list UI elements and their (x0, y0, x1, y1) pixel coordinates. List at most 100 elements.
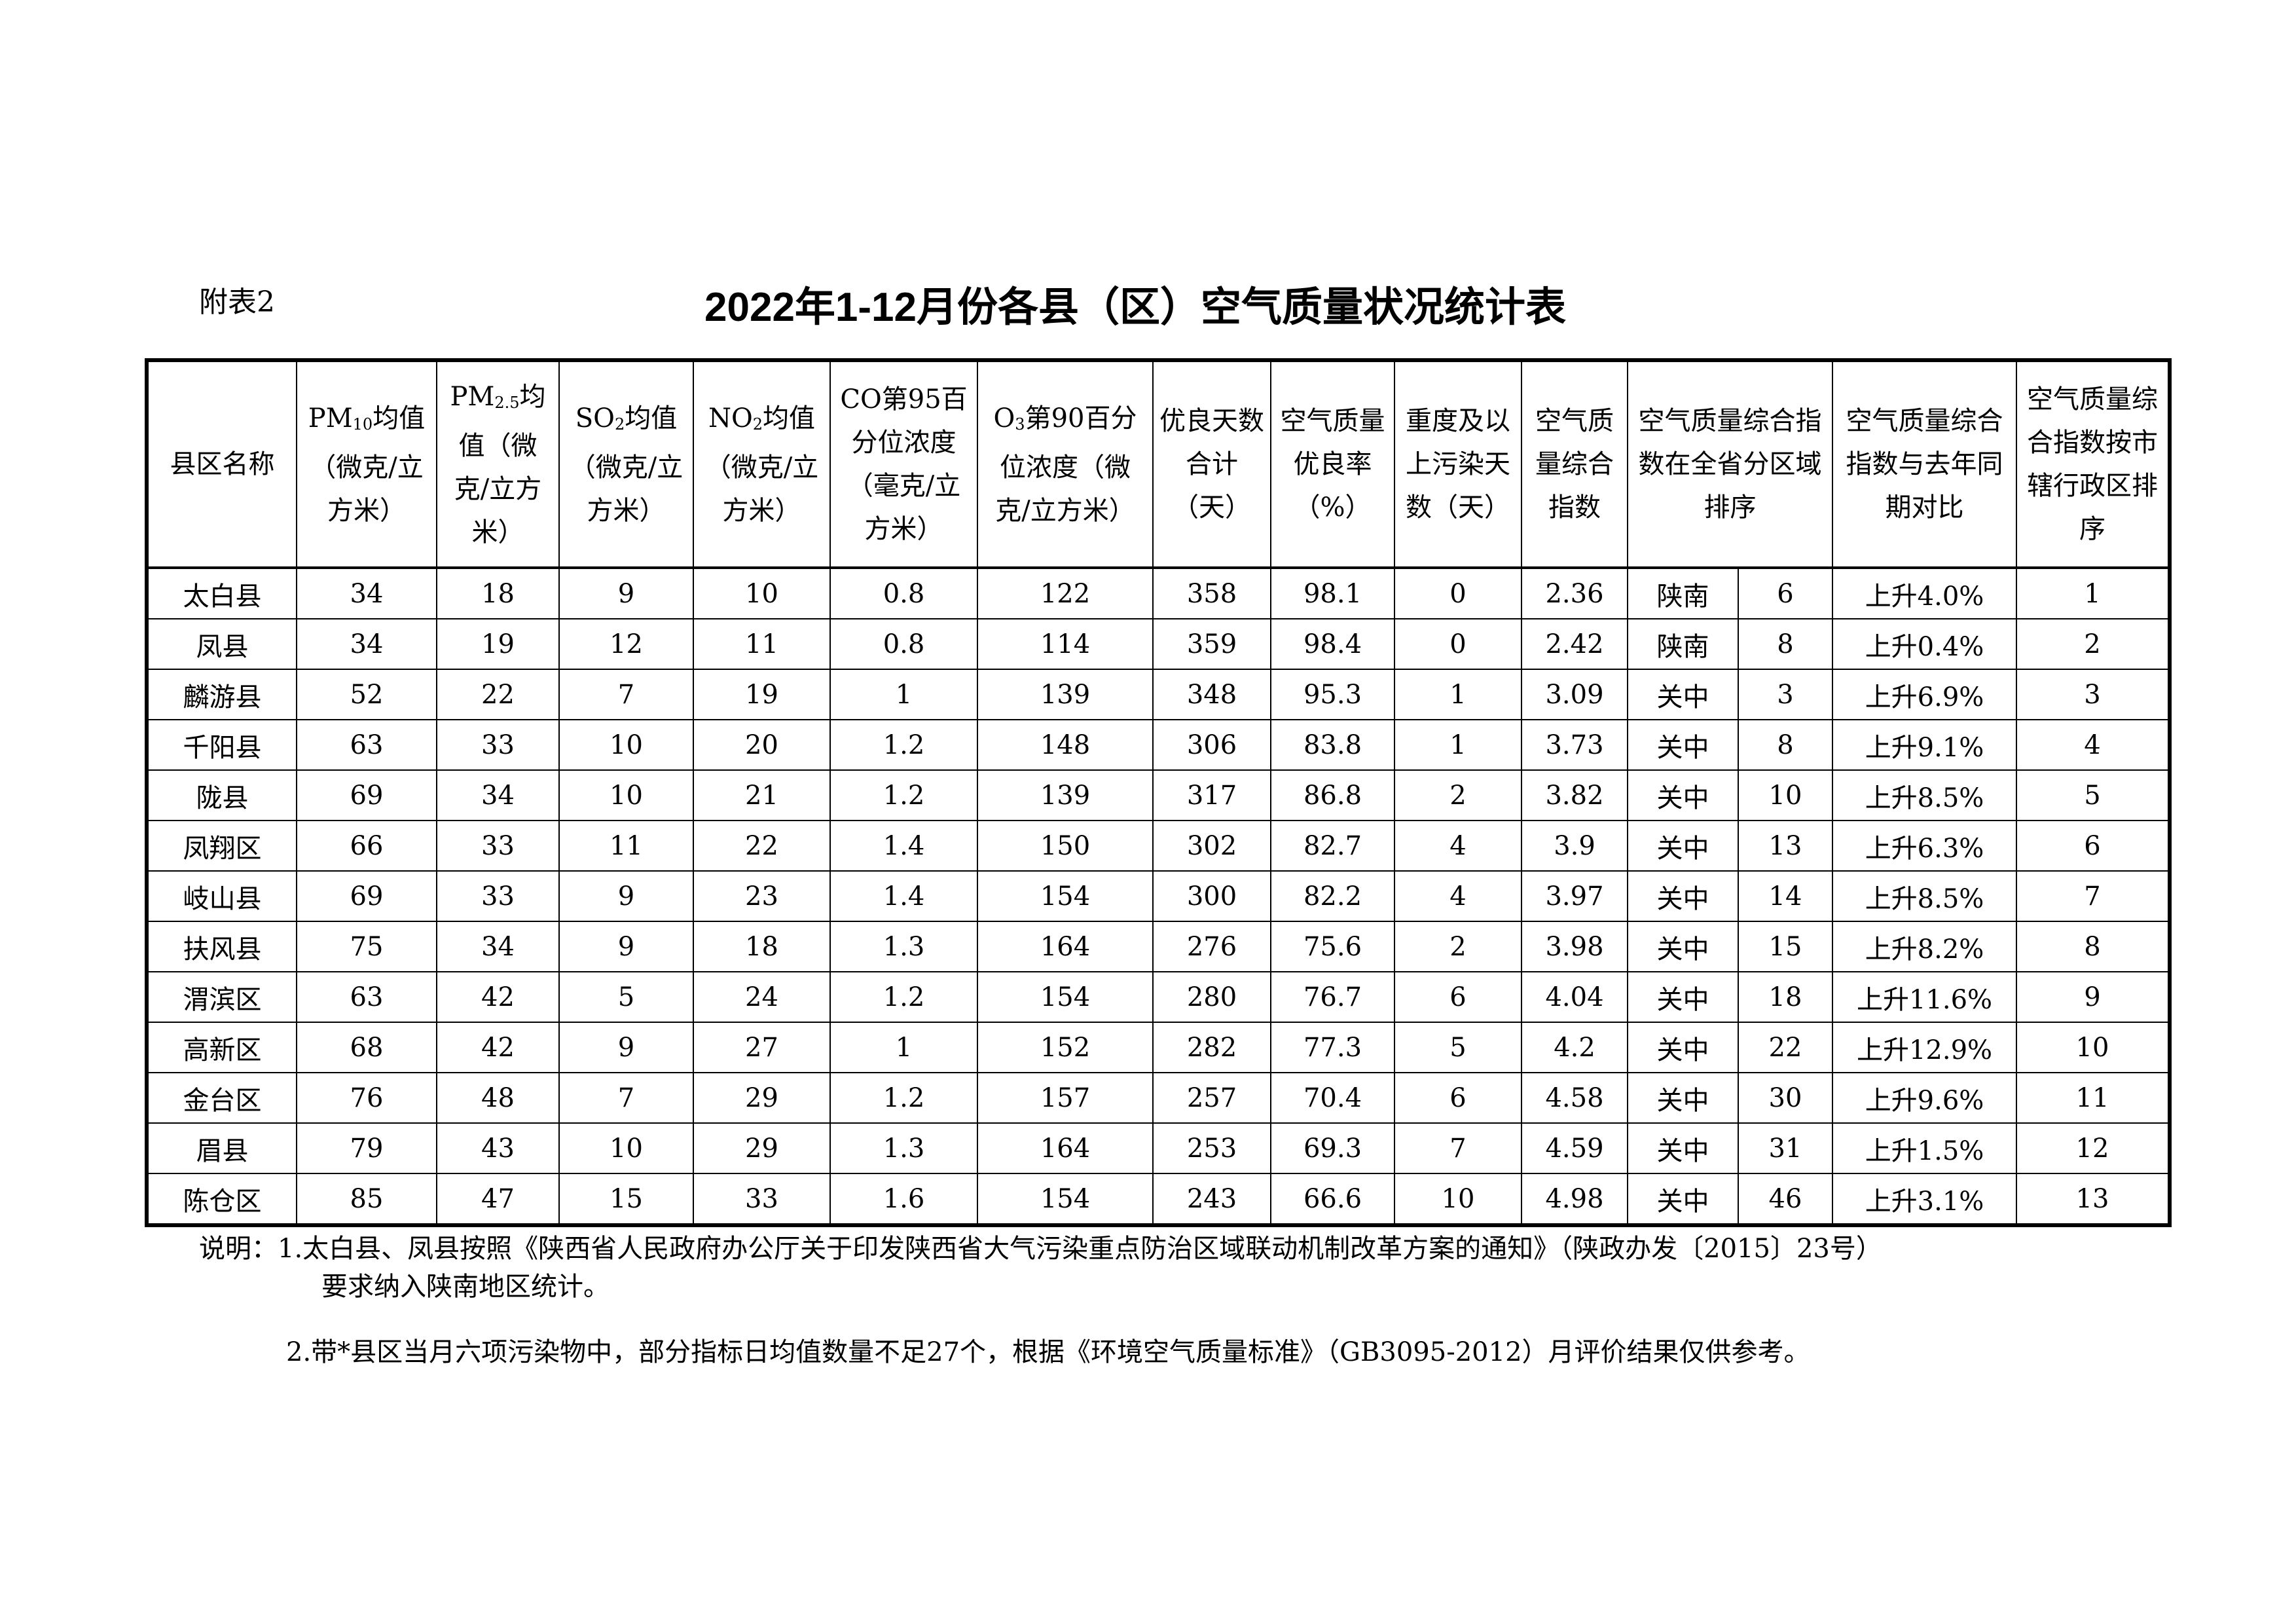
table-cell: 30 (1738, 1072, 1833, 1124)
table-cell: 关中 (1627, 1072, 1739, 1124)
table-cell: 2.42 (1521, 618, 1628, 670)
column-header: PM2.5均值（微克/立方米） (436, 360, 560, 569)
table-row: 眉县 79 43 10 29 1.3 164 253 69.3 7 4.59 关中 31 上升1.5% 12 (146, 1122, 2170, 1174)
table-cell: 7 (1394, 1122, 1522, 1174)
table-cell: 6 (1738, 567, 1833, 619)
table-cell: 98.1 (1270, 567, 1395, 619)
column-header: PM10均值（微克/立方米） (296, 360, 437, 569)
table-cell: 33 (436, 870, 560, 922)
header-text: O (993, 403, 1015, 434)
table-cell: 243 (1152, 1173, 1271, 1226)
table-cell: 6 (1394, 971, 1522, 1023)
header-text: 空气质量综合指数在全省分区域排序 (1638, 406, 1822, 523)
table-cell: 1.3 (829, 921, 978, 972)
table-cell: 上升9.1% (1832, 719, 2017, 771)
table-cell: 79 (296, 1122, 437, 1174)
table-cell: 上升8.5% (1832, 870, 2017, 922)
table-cell: 1.4 (829, 870, 978, 922)
header-text: 第90百分位浓度（微克/立方米） (995, 403, 1137, 526)
table-cell: 75.6 (1270, 921, 1395, 972)
table-cell: 47 (436, 1173, 560, 1226)
header-text: CO第95百分位浓度（毫克/立方米） (840, 384, 968, 544)
table-cell: 关中 (1627, 669, 1739, 720)
table-cell: 4.59 (1521, 1122, 1628, 1174)
table-cell: 76.7 (1270, 971, 1395, 1023)
table-row: 麟游县 52 22 7 19 1 139 348 95.3 1 3.09 关中 3 上升6.9% 3 (146, 669, 2170, 720)
table-cell: 18 (693, 921, 831, 972)
note-1-continued: 要求纳入陕南地区统计。 (321, 1272, 610, 1302)
table-row: 太白县 34 18 9 10 0.8 122 358 98.1 0 2.36 陕南 6 上升4.0% 1 (146, 567, 2170, 619)
table-cell: 82.2 (1270, 870, 1395, 922)
table-cell: 凤县 (146, 618, 297, 670)
column-header: 空气质量综合指数按市辖行政区排序 (2016, 360, 2170, 569)
table-cell: 83.8 (1270, 719, 1395, 771)
header-text: 均值（微克/立方米） (310, 403, 426, 526)
header-text: 县区名称 (170, 449, 275, 479)
header-text: 均值（微克/立方米） (454, 381, 546, 547)
header-text: 空气质量综合指数 (1535, 406, 1614, 523)
table-cell: 139 (977, 769, 1154, 821)
table-cell: 关中 (1627, 1122, 1739, 1174)
table-cell: 4 (1394, 820, 1522, 872)
table-cell: 69 (296, 769, 437, 821)
table-cell: 4 (2016, 719, 2170, 771)
table-cell: 257 (1152, 1072, 1271, 1124)
table-cell: 2.36 (1521, 567, 1628, 619)
table-cell: 关中 (1627, 1173, 1739, 1226)
table-cell: 70.4 (1270, 1072, 1395, 1124)
header-subscript: 2.5 (494, 393, 520, 412)
table-cell: 42 (436, 971, 560, 1023)
table-cell: 68 (296, 1022, 437, 1073)
column-header: O3第90百分位浓度（微克/立方米） (977, 360, 1154, 569)
header-text: 均值（微克/立方米） (569, 403, 683, 526)
header-subscript: 10 (352, 415, 373, 434)
table-cell: 4.2 (1521, 1022, 1628, 1073)
table-cell: 31 (1738, 1122, 1833, 1174)
table-cell: 2 (2016, 618, 2170, 670)
table-cell: 渭滨区 (146, 971, 297, 1023)
table-cell: 1.2 (829, 971, 978, 1023)
header-text: 均值（微克/立方米） (704, 403, 819, 526)
table-cell: 3.09 (1521, 669, 1628, 720)
table-cell: 关中 (1627, 820, 1739, 872)
table-cell: 63 (296, 719, 437, 771)
table-cell: 陇县 (146, 769, 297, 821)
table-cell: 152 (977, 1022, 1154, 1073)
note-1: 说明：1.太白县、凤县按照《陕西省人民政府办公厅关于印发陕西省大气污染重点防治区… (199, 1234, 1882, 1264)
header-text: 重度及以上污染天数（天） (1406, 406, 1510, 523)
table-cell: 3.73 (1521, 719, 1628, 771)
table-cell: 253 (1152, 1122, 1271, 1174)
column-header: 重度及以上污染天数（天） (1394, 360, 1522, 569)
table-cell: 陕南 (1627, 618, 1739, 670)
table-cell: 10 (558, 719, 694, 771)
table-cell: 157 (977, 1072, 1154, 1124)
table-cell: 148 (977, 719, 1154, 771)
table-cell: 3.98 (1521, 921, 1628, 972)
table-cell: 34 (436, 921, 560, 972)
table-cell: 76 (296, 1072, 437, 1124)
table-cell: 上升0.4% (1832, 618, 2017, 670)
table-row: 高新区 68 42 9 27 1 152 282 77.3 5 4.2 关中 22 上升12.9% 10 (146, 1022, 2170, 1073)
table-cell: 82.7 (1270, 820, 1395, 872)
header-text: 优良天数合计（天） (1159, 406, 1264, 523)
table-cell: 1.2 (829, 1072, 978, 1124)
table-cell: 上升1.5% (1832, 1122, 2017, 1174)
table-cell: 27 (693, 1022, 831, 1073)
table-cell: 6 (2016, 820, 2170, 872)
table-cell: 5 (1394, 1022, 1522, 1073)
table-cell: 164 (977, 1122, 1154, 1174)
table-cell: 11 (558, 820, 694, 872)
table-cell: 280 (1152, 971, 1271, 1023)
column-header: 优良天数合计（天） (1152, 360, 1271, 569)
table-cell: 33 (693, 1173, 831, 1226)
table-cell: 63 (296, 971, 437, 1023)
table-cell: 0 (1394, 618, 1522, 670)
table-cell: 0.8 (829, 618, 978, 670)
table-cell: 1 (829, 669, 978, 720)
table-cell: 359 (1152, 618, 1271, 670)
table-cell: 9 (558, 567, 694, 619)
table-cell: 8 (1738, 618, 1833, 670)
page-title: 2022年1-12月份各县（区）空气质量状况统计表 (704, 285, 1567, 330)
table-cell: 1.3 (829, 1122, 978, 1174)
table-cell: 18 (1738, 971, 1833, 1023)
